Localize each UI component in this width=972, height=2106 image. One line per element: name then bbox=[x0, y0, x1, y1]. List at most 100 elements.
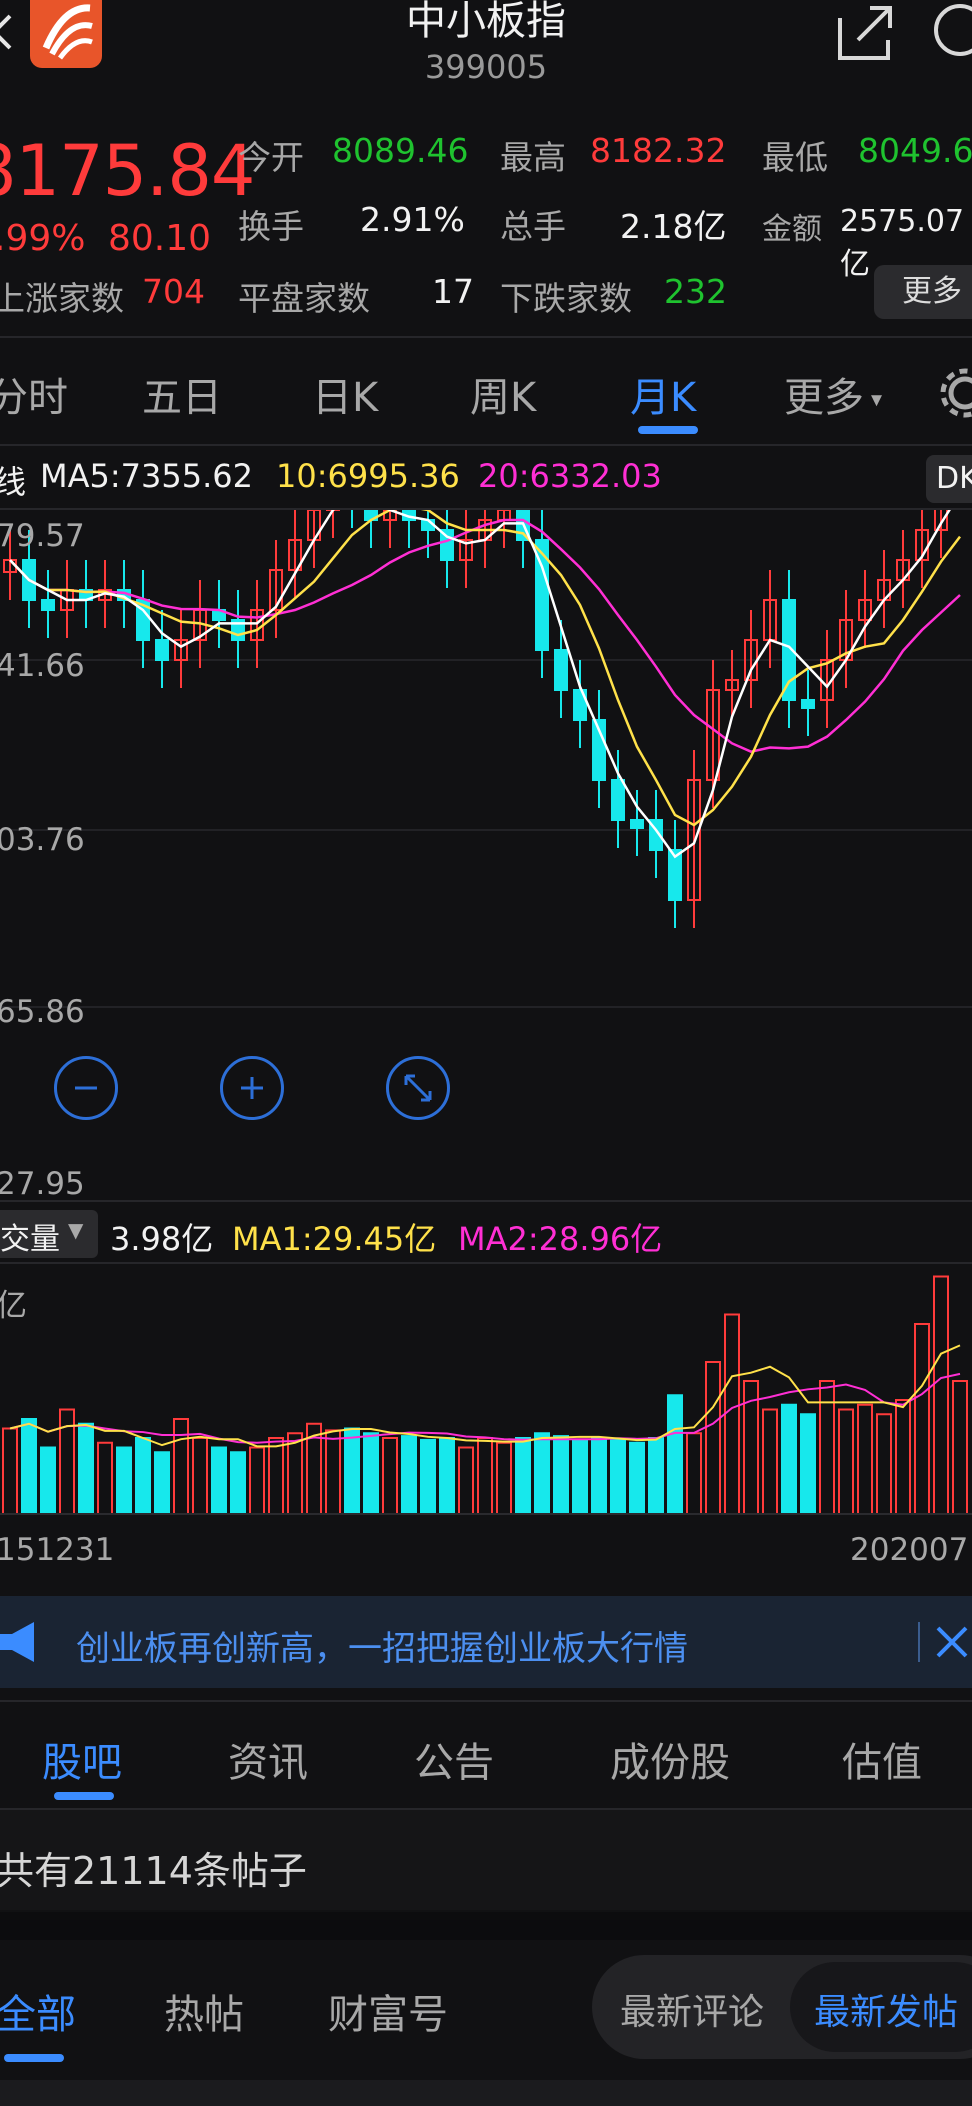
candle-body bbox=[383, 510, 397, 521]
tab-intraday[interactable]: 分时 bbox=[0, 375, 68, 421]
index-code: 399005 bbox=[424, 48, 548, 86]
volume-bar bbox=[135, 1437, 151, 1515]
post-count-bar bbox=[0, 1810, 972, 1910]
candle-body bbox=[801, 699, 815, 709]
volume-bar bbox=[439, 1437, 455, 1515]
tab-guba[interactable]: 股吧 bbox=[42, 1740, 122, 1786]
candle-body bbox=[554, 649, 568, 691]
divider bbox=[0, 1200, 972, 1202]
decliners-label: 下跌家数 bbox=[500, 279, 632, 318]
candle-body bbox=[174, 639, 188, 661]
tab-weekly-k[interactable]: 周K bbox=[470, 375, 537, 421]
more-stats-button[interactable]: 更多 bbox=[874, 265, 972, 319]
volume-bar bbox=[800, 1413, 816, 1515]
fullscreen-button[interactable] bbox=[386, 1056, 450, 1120]
volume-bar bbox=[667, 1394, 683, 1515]
volume-bar bbox=[629, 1441, 645, 1515]
volume-bar bbox=[211, 1446, 227, 1515]
tab-five-day[interactable]: 五日 bbox=[142, 375, 222, 421]
zoom-out-button[interactable] bbox=[54, 1056, 118, 1120]
divider bbox=[0, 508, 972, 510]
volume-ma2-line bbox=[9, 1372, 961, 1444]
ma-prefix: 线 bbox=[0, 463, 27, 501]
divider bbox=[0, 1808, 972, 1810]
ma20-readout: 20:6332.03 bbox=[478, 457, 662, 495]
banner-text[interactable]: 创业板再创新高，一招把握创业板大行情 bbox=[76, 1629, 688, 1669]
volume-bar bbox=[952, 1380, 968, 1515]
volume-bar bbox=[895, 1399, 911, 1515]
volume-bar bbox=[40, 1446, 56, 1515]
low-value: 8049.6 bbox=[858, 131, 972, 170]
volume-bar bbox=[648, 1437, 664, 1515]
sort-selected-bg bbox=[790, 1962, 972, 2052]
advancers-label: 上涨家数 bbox=[0, 279, 124, 318]
tab-news[interactable]: 资讯 bbox=[228, 1740, 308, 1786]
volume-ma1-line bbox=[9, 1344, 961, 1448]
volume-bar bbox=[173, 1418, 189, 1515]
kline-chart[interactable] bbox=[0, 510, 972, 1200]
tab-more[interactable]: 更多 ▾ bbox=[784, 375, 883, 421]
back-chevron-icon[interactable] bbox=[0, 12, 16, 52]
tab-announcements[interactable]: 公告 bbox=[414, 1740, 494, 1786]
candle-body bbox=[782, 599, 796, 701]
volume-bar bbox=[458, 1446, 474, 1515]
volume-bar bbox=[515, 1437, 531, 1515]
change-percent: .99% bbox=[0, 218, 86, 259]
tab-monthly-k[interactable]: 月K bbox=[630, 375, 697, 421]
volume-bar bbox=[154, 1451, 170, 1515]
volume-bar bbox=[933, 1275, 949, 1515]
volume-ma1: MA1:29.45亿 bbox=[232, 1220, 437, 1258]
volume-bar bbox=[78, 1422, 94, 1515]
decliners-value: 232 bbox=[664, 272, 727, 311]
volume-chart[interactable] bbox=[0, 1264, 972, 1516]
y-label-bottom: 27.95 bbox=[0, 1166, 85, 1202]
sort-latest-post[interactable]: 最新发帖 bbox=[814, 1992, 959, 2033]
volume-selector[interactable]: 交量 ▼ bbox=[0, 1210, 98, 1258]
candle-body bbox=[668, 849, 682, 901]
total-hands-value: 2.18亿 bbox=[620, 207, 727, 246]
tab-valuation[interactable]: 估值 bbox=[842, 1740, 922, 1786]
candle-body bbox=[687, 779, 701, 901]
open-value: 8089.46 bbox=[332, 131, 469, 170]
dk-indicator-button[interactable]: DK bbox=[926, 455, 972, 503]
feed-tab-hot[interactable]: 热帖 bbox=[164, 1992, 244, 2038]
volume-value: 3.98亿 bbox=[110, 1220, 214, 1258]
candle-body bbox=[41, 599, 55, 611]
tab-daily-k[interactable]: 日K bbox=[312, 375, 379, 421]
candle-body bbox=[288, 539, 302, 571]
page-title: 中小板指 bbox=[406, 0, 566, 44]
promo-banner[interactable] bbox=[0, 1596, 972, 1688]
ma10-line bbox=[9, 510, 961, 827]
volume-bar bbox=[591, 1437, 607, 1515]
volume-bar bbox=[287, 1432, 303, 1515]
x-label-start: 151231 bbox=[0, 1532, 115, 1568]
tab-constituents[interactable]: 成份股 bbox=[610, 1740, 730, 1786]
candle-body bbox=[611, 779, 625, 821]
zoom-in-button[interactable] bbox=[220, 1056, 284, 1120]
candle-body bbox=[459, 539, 473, 561]
feed-tab-all[interactable]: 全部 bbox=[0, 1992, 76, 2038]
feed-tab-wealth[interactable]: 财富号 bbox=[328, 1992, 448, 2038]
candle-body bbox=[573, 689, 587, 721]
search-icon[interactable] bbox=[924, 0, 972, 64]
active-tab-indicator bbox=[638, 426, 698, 434]
change-amount: 80.10 bbox=[108, 218, 212, 259]
volume-bar bbox=[724, 1313, 740, 1515]
volume-bar bbox=[705, 1361, 721, 1515]
volume-bar bbox=[610, 1438, 626, 1515]
settings-gear-icon[interactable] bbox=[940, 368, 972, 418]
unchanged-value: 17 bbox=[432, 272, 474, 311]
y-label-3: 03.76 bbox=[0, 822, 85, 858]
unchanged-label: 平盘家数 bbox=[238, 279, 370, 318]
divider bbox=[0, 1700, 972, 1702]
divider bbox=[0, 444, 972, 446]
y-label-top: 79.57 bbox=[0, 518, 85, 554]
candle-body bbox=[858, 599, 872, 621]
high-value: 8182.32 bbox=[590, 131, 727, 170]
turnover-value: 2.91% bbox=[360, 200, 465, 239]
section-gap bbox=[0, 1912, 972, 1940]
volume-bar bbox=[97, 1441, 113, 1515]
close-icon[interactable] bbox=[934, 1624, 970, 1660]
share-icon[interactable] bbox=[832, 0, 896, 64]
sort-latest-comment[interactable]: 最新评论 bbox=[620, 1992, 765, 2033]
